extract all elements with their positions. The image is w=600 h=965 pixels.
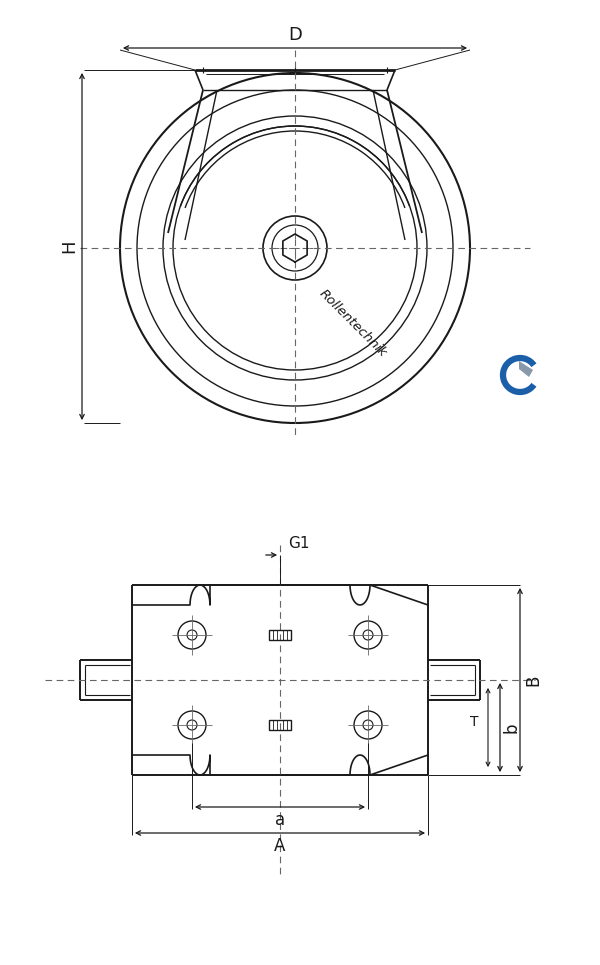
Text: G1: G1 [288,536,310,550]
Text: a: a [275,811,285,829]
Text: T: T [470,715,478,730]
Text: Rollentechnik: Rollentechnik [317,287,389,359]
Text: B: B [524,675,542,686]
Text: H: H [60,239,78,253]
Text: D: D [288,26,302,44]
Polygon shape [519,361,533,377]
Text: A: A [274,837,286,855]
Text: b: b [503,722,521,732]
